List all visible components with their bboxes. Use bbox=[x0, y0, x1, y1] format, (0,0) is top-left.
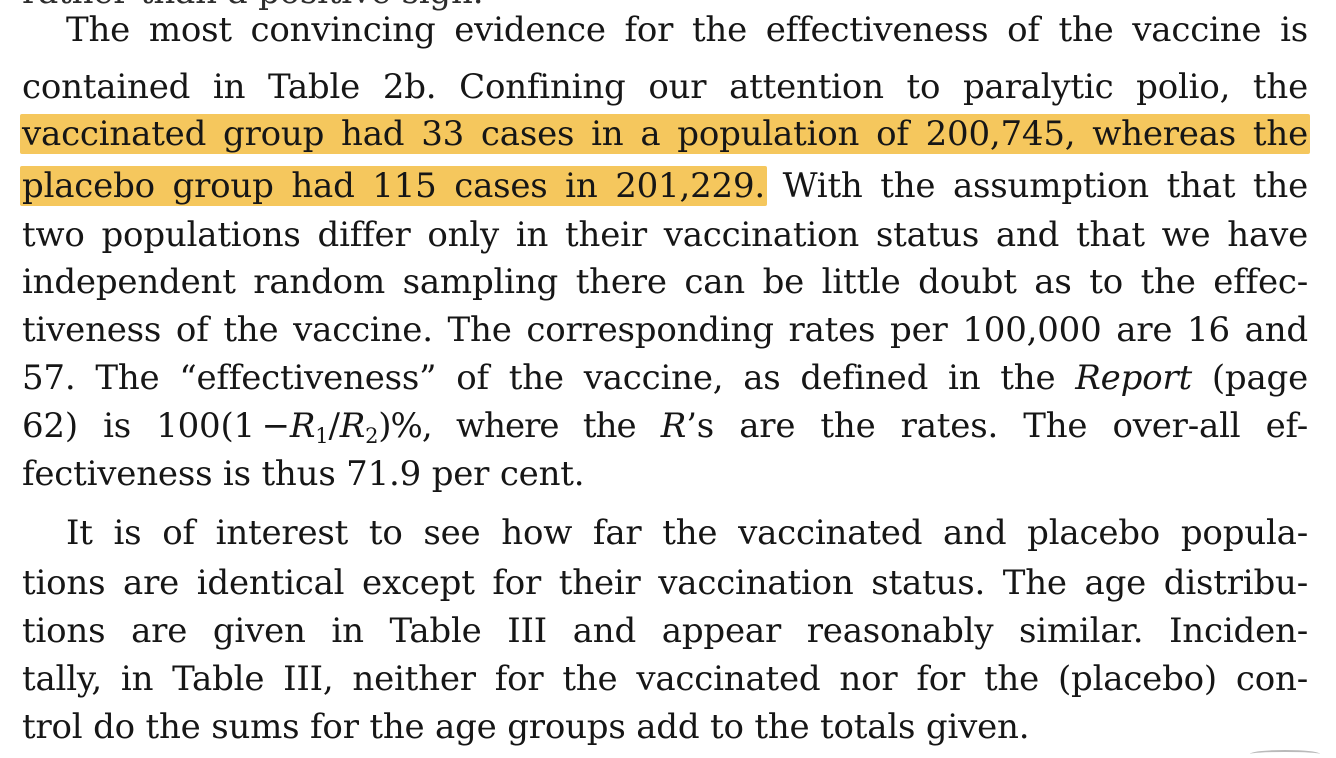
paragraph-1-line-4: placebo group had 115 cases in 201,229. … bbox=[20, 162, 1309, 210]
paragraph-1-line-1: The most convincing evidence for the eff… bbox=[66, 10, 1308, 50]
paragraph-1-line-3: vaccinated group had 33 cases in a popul… bbox=[20, 110, 1310, 158]
line-text: (page bbox=[1211, 358, 1309, 398]
highlighted-text: placebo group had 115 cases in 201,229. bbox=[20, 166, 767, 206]
subscript: 1 bbox=[315, 424, 329, 448]
paragraph-1-line-10: fectiveness is thus 71.9 per cent. bbox=[22, 454, 585, 494]
paragraph-1-line-6: independent random sampling there can be… bbox=[22, 262, 1308, 302]
formula-prefix: 62) is 100(1 − bbox=[22, 406, 290, 446]
formula: 62) is 100(1 −R1/R2)%, where the bbox=[22, 406, 637, 448]
line-text: 57. The “effectiveness” of the vaccine, … bbox=[22, 358, 1056, 398]
formula-suffix: )%, where the bbox=[378, 406, 636, 446]
paragraph-1-line-5: two populations differ only in their vac… bbox=[22, 215, 1308, 255]
line-text: With the assumption that the bbox=[782, 166, 1309, 206]
paragraph-1-line-9: 62) is 100(1 −R1/R2)%, where the R’s are… bbox=[22, 402, 1308, 450]
paragraph-2-line-2: tions are identical except for their vac… bbox=[22, 563, 1308, 603]
paragraph-2-line-1: It is of interest to see how far the vac… bbox=[66, 513, 1308, 553]
paragraph-2-line-3: tions are given in Table III and appear … bbox=[22, 611, 1308, 651]
paragraph-1-line-7: tiveness of the vaccine. The correspondi… bbox=[22, 310, 1308, 350]
paragraph-1-line-2: contained in Table 2b. Confining our att… bbox=[22, 67, 1308, 107]
cut-off-previous-line: rather than a positive sign. bbox=[22, 0, 1308, 16]
scan-mark bbox=[1250, 750, 1320, 758]
highlighted-text: vaccinated group had 33 cases in a popul… bbox=[20, 114, 1310, 154]
paragraph-2-line-5: trol do the sums for the age groups add … bbox=[22, 707, 1030, 747]
line-text: ’s are the rates. The over-all ef- bbox=[686, 406, 1308, 446]
variable-r: R bbox=[289, 406, 316, 446]
paragraph-2-line-4: tally, in Table III, neither for the vac… bbox=[22, 659, 1308, 699]
formula-slash: / bbox=[328, 406, 340, 446]
variable-r: R bbox=[339, 406, 366, 446]
subscript: 2 bbox=[365, 424, 379, 448]
variable-r: R bbox=[660, 406, 687, 446]
paragraph-1-line-8: 57. The “effectiveness” of the vaccine, … bbox=[22, 354, 1308, 402]
report-title-italic: Report bbox=[1075, 358, 1192, 398]
